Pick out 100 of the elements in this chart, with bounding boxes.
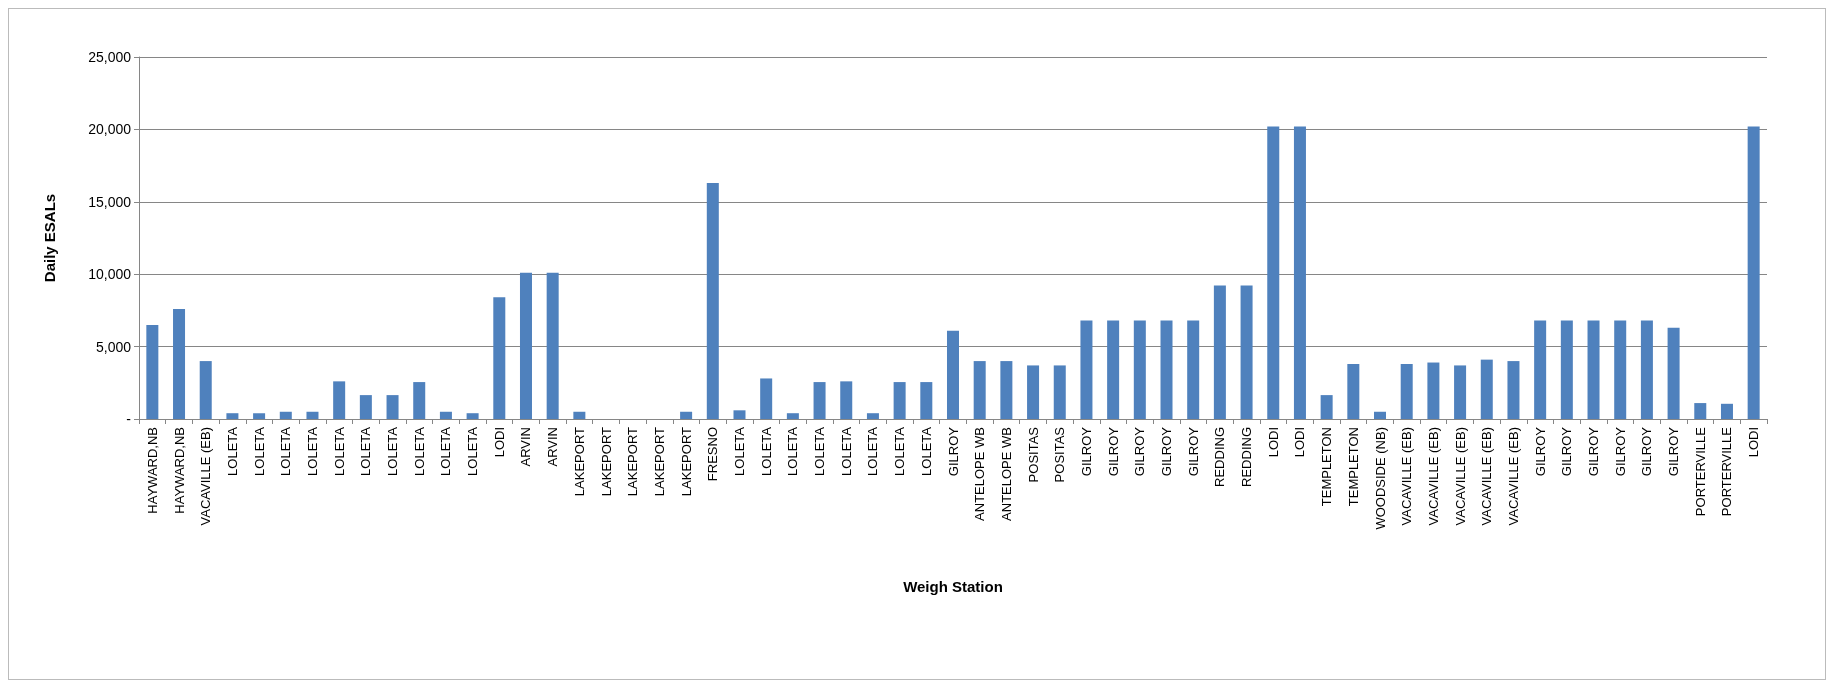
- bar: [1053, 365, 1066, 419]
- x-tick-label: GILROY: [1612, 426, 1628, 477]
- x-tick-label: GILROY: [1532, 426, 1548, 477]
- bar: [1000, 361, 1013, 419]
- bar: [1320, 395, 1333, 419]
- bar: [1640, 320, 1653, 419]
- x-tick-label: LOLETA: [865, 426, 881, 476]
- x-tick-label: VACAVILLE (EB): [1399, 427, 1415, 526]
- x-tick-label: LAKEPORT: [625, 426, 641, 497]
- x-tick-label: LOLETA: [278, 426, 294, 476]
- bar: [1614, 320, 1627, 419]
- x-tick-label: HAYWARD,NB: [171, 427, 187, 514]
- bar: [973, 361, 986, 419]
- bar: [1027, 365, 1040, 419]
- x-tick-label: LODI: [1292, 427, 1308, 458]
- x-tick-label: LOLETA: [838, 426, 854, 476]
- bar: [359, 395, 372, 419]
- bar: [226, 413, 239, 419]
- x-tick-label: LAKEPORT: [598, 426, 614, 497]
- x-tick-label: ANTELOPE WB: [972, 427, 988, 521]
- x-tick-label: LAKEPORT: [651, 426, 667, 497]
- y-tick-label: 25,000: [88, 49, 132, 65]
- x-tick-label: VACAVILLE (EB): [1505, 427, 1521, 526]
- bar: [519, 272, 532, 419]
- x-tick-label: FRESNO: [705, 427, 721, 482]
- bar: [1107, 320, 1120, 419]
- bar: [1694, 403, 1707, 419]
- x-tick-label: LOLETA: [758, 426, 774, 476]
- y-tick-label: 15,000: [88, 193, 132, 210]
- x-tick-label: GILROY: [1159, 426, 1175, 477]
- bar: [253, 413, 266, 419]
- x-tick-label: ARVIN: [545, 427, 561, 467]
- x-tick-label: GILROY: [945, 426, 961, 477]
- x-tick-label: POSITAS: [1025, 426, 1041, 483]
- bar: [866, 413, 879, 419]
- x-tick-label: LAKEPORT: [571, 426, 587, 497]
- x-tick-label: VACAVILLE (EB): [1479, 427, 1495, 526]
- x-tick-label: VACAVILLE (EB): [198, 427, 214, 526]
- x-tick-label: LOLETA: [331, 426, 347, 476]
- bar: [680, 411, 693, 419]
- bar: [413, 382, 426, 419]
- bar: [546, 272, 559, 419]
- bar: [1560, 320, 1573, 419]
- bar: [146, 324, 159, 419]
- bar: [199, 361, 212, 419]
- x-tick-label: VACAVILLE (EB): [1425, 427, 1441, 526]
- bar: [813, 382, 826, 419]
- bar: [840, 381, 853, 419]
- y-tick-label: 5,000: [95, 338, 132, 355]
- bar: [1374, 411, 1387, 419]
- bar: [1480, 359, 1493, 419]
- y-tick-label: 10,000: [88, 266, 132, 283]
- bar: [466, 413, 479, 419]
- bar: [493, 297, 506, 419]
- bar: [1720, 403, 1733, 419]
- x-tick-label: LOLETA: [438, 426, 454, 476]
- bar: [1454, 365, 1467, 419]
- bar: [1347, 363, 1360, 419]
- x-tick-label: LOLETA: [785, 426, 801, 476]
- bar: [279, 411, 292, 419]
- x-tick-label: WOODSIDE (NB): [1372, 427, 1388, 530]
- x-tick-label: LOLETA: [918, 426, 934, 476]
- bar: [1160, 320, 1173, 419]
- x-tick-label: LOLETA: [304, 426, 320, 476]
- x-tick-label: GILROY: [1666, 426, 1682, 477]
- bar: [920, 382, 933, 419]
- x-tick-label: LOLETA: [411, 426, 427, 476]
- bar: [1400, 363, 1413, 419]
- bar: [1507, 361, 1520, 419]
- x-tick-label: TEMPLETON: [1319, 427, 1335, 507]
- bar: [760, 378, 773, 419]
- x-tick-label: LAKEPORT: [678, 426, 694, 497]
- x-tick-label: ARVIN: [518, 427, 534, 467]
- x-tick-label: GILROY: [1078, 426, 1094, 477]
- x-tick-label: LOLETA: [731, 426, 747, 476]
- x-tick-label: GILROY: [1639, 426, 1655, 477]
- bar: [893, 382, 906, 419]
- bar: [1267, 126, 1280, 419]
- x-tick-label: ANTELOPE WB: [998, 427, 1014, 521]
- bar: [386, 395, 399, 419]
- bar: [733, 410, 746, 419]
- x-tick-label: PORTERVILLE: [1719, 426, 1735, 517]
- x-tick-label: REDDING: [1239, 427, 1255, 487]
- y-tick-label: 20,000: [88, 121, 132, 138]
- bar: [306, 411, 319, 419]
- x-tick-label: GILROY: [1105, 426, 1121, 477]
- bar: [947, 330, 959, 419]
- bar: [439, 411, 452, 419]
- x-tick-label: LODI: [491, 427, 507, 458]
- bar: [786, 413, 799, 419]
- x-tick-label: GILROY: [1185, 426, 1201, 477]
- x-tick-label: GILROY: [1559, 426, 1575, 477]
- x-tick-label: POSITAS: [1052, 426, 1068, 483]
- x-tick-label: LOLETA: [224, 426, 240, 476]
- bar: [706, 182, 719, 419]
- x-tick-label: LOLETA: [892, 426, 908, 476]
- x-tick-label: TEMPLETON: [1345, 427, 1361, 507]
- x-axis-title: Weigh Station: [903, 578, 1003, 595]
- x-tick-label: PORTERVILLE: [1692, 426, 1708, 517]
- bar: [1133, 320, 1146, 419]
